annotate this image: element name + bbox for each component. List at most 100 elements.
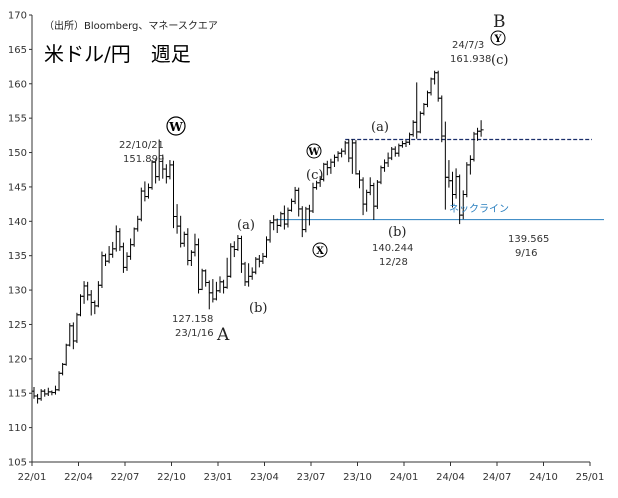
wave-label-b1: (b) <box>249 301 267 316</box>
y-tick-label: 110 <box>8 423 27 434</box>
y-tick-label: 160 <box>8 79 27 90</box>
wave-label-b2: (b) <box>388 225 406 240</box>
ohlc-bar <box>120 242 126 273</box>
ohlc-bar <box>392 146 398 157</box>
circle-marker-y <box>490 30 506 46</box>
ohlc-bar <box>163 164 169 184</box>
chart-title: 米ドル/円 週足 <box>44 42 191 66</box>
x-tick-label: 23/10 <box>343 472 372 483</box>
wave-label-a2: (a) <box>371 120 389 135</box>
ohlc-bar <box>417 111 423 134</box>
plot-frame <box>31 15 590 463</box>
ohlc-bar <box>289 198 295 212</box>
ohlc-bar <box>478 120 484 137</box>
ohlc-bar <box>63 343 69 366</box>
ohlc-bar <box>446 160 452 188</box>
annotation-b-value: 161.938 <box>450 54 491 65</box>
ohlc-bar <box>467 155 473 175</box>
annotation-b-date: 24/7/3 <box>452 40 484 51</box>
ohlc-bar <box>450 171 455 208</box>
ohlc-bar <box>92 300 98 315</box>
y-tick-label: 135 <box>8 251 27 262</box>
ohlc-bar <box>203 269 209 287</box>
wave-label-y: Y <box>493 34 502 45</box>
ohlc-bar <box>281 205 287 230</box>
ohlc-bar <box>271 215 277 231</box>
ohlc-bars <box>31 70 484 404</box>
x-tick-label: 22/07 <box>111 472 140 483</box>
y-tick-label: 165 <box>8 45 27 56</box>
ohlc-bar <box>135 215 141 232</box>
wave-label-w-big: W <box>168 120 183 134</box>
ohlc-bar <box>221 279 227 294</box>
ohlc-bar <box>296 187 302 217</box>
x-axis-ticks: 22/01 22/04 22/07 22/10 23/01 23/04 23/07 23/10… <box>18 462 605 483</box>
wave-label-c2: (c) <box>491 53 508 68</box>
ohlc-bar <box>142 181 148 202</box>
reference-lines <box>277 138 604 221</box>
y-tick-label: 155 <box>8 114 27 125</box>
ohlc-bar <box>124 252 130 271</box>
ohlc-bar <box>196 238 202 294</box>
x-tick-label: 22/04 <box>64 472 93 483</box>
x-tick-label: 24/10 <box>529 472 558 483</box>
y-tick-label: 130 <box>8 286 27 297</box>
ohlc-bar <box>371 182 377 220</box>
ohlc-bar <box>364 189 370 212</box>
x-tick-label: 22/10 <box>157 472 186 483</box>
ohlc-bar <box>367 177 373 196</box>
ohlc-bar <box>56 371 62 392</box>
annotation-a-value: 127.158 <box>172 314 213 325</box>
wave-label-c1: (c) <box>306 168 323 183</box>
circle-marker-x <box>312 242 328 258</box>
ohlc-bar <box>292 186 298 205</box>
x-tick-label: 22/01 <box>18 472 47 483</box>
ohlc-bar <box>374 180 380 209</box>
y-tick-label: 105 <box>8 458 27 469</box>
ohlc-bar <box>67 323 73 347</box>
ohlc-bar <box>399 140 405 148</box>
x-tick-label: 23/07 <box>297 472 326 483</box>
y-tick-label: 140 <box>8 217 27 228</box>
ohlc-bar <box>246 263 252 287</box>
ohlc-bar <box>335 151 341 162</box>
ohlc-bar <box>385 152 391 167</box>
ohlc-bar <box>253 257 259 275</box>
x-tick-label: 23/04 <box>250 472 279 483</box>
ohlc-bar <box>145 183 151 199</box>
annotation-low916-value: 139.565 <box>508 234 549 245</box>
ohlc-bar <box>346 139 352 163</box>
wave-label-a: A <box>216 325 230 345</box>
annotation-w-date: 22/10/21 <box>119 140 164 151</box>
ohlc-bar <box>74 312 80 344</box>
ohlc-bar <box>206 280 212 310</box>
ohlc-bar <box>174 204 180 234</box>
ohlc-bar <box>353 140 359 175</box>
ohlc-bar <box>171 160 176 229</box>
ohlc-bar <box>360 177 366 216</box>
wave-label-w-small: W <box>307 147 320 158</box>
ohlc-bar <box>199 268 205 291</box>
ohlc-bar <box>81 281 87 304</box>
ohlc-bar <box>128 238 134 260</box>
ohlc-bar <box>238 235 244 273</box>
ohlc-bar <box>242 261 248 286</box>
ohlc-bar <box>299 206 305 238</box>
x-tick-label: 24/04 <box>436 472 465 483</box>
annotation-low1228-date: 12/28 <box>379 257 408 268</box>
ohlc-bar <box>306 204 312 226</box>
ohlc-bar <box>439 95 445 143</box>
ohlc-bar <box>328 158 334 174</box>
annotation-a-date: 23/1/16 <box>175 328 214 339</box>
y-tick-label: 145 <box>8 182 27 193</box>
ohlc-bar <box>78 294 83 317</box>
wave-label-b: B <box>493 12 506 32</box>
ohlc-bar <box>382 159 388 172</box>
x-tick-label: 25/01 <box>576 472 605 483</box>
ohlc-bar <box>260 252 266 264</box>
ohlc-bar <box>435 70 441 102</box>
ohlc-bar <box>464 162 470 198</box>
ohlc-bar <box>224 257 230 289</box>
ohlc-bar <box>414 82 420 139</box>
